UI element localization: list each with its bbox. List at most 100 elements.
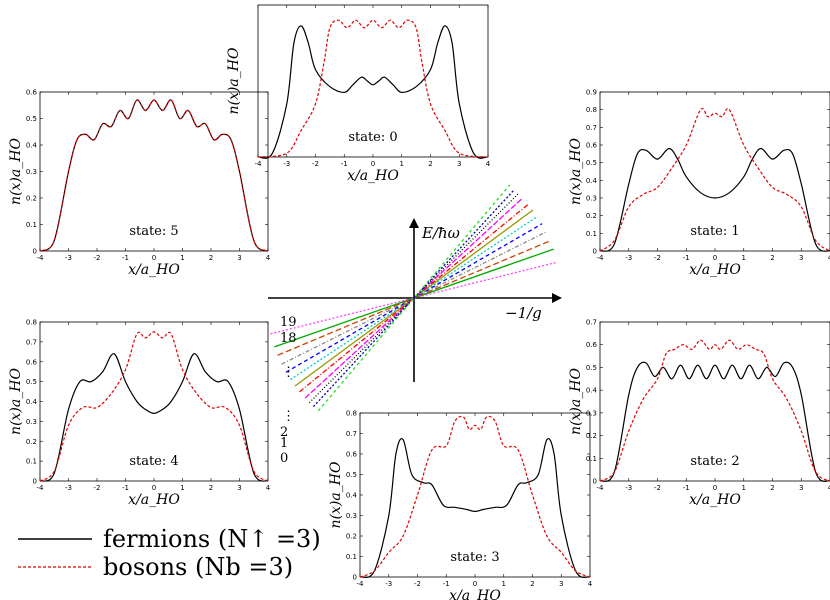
x-tick-label: 4 — [266, 254, 271, 262]
x-tick-label: 1 — [502, 580, 506, 588]
x-tick-label: 2 — [770, 254, 774, 262]
state-label: state: 3 — [450, 550, 499, 565]
y-axis-label: n(x)a_HO — [226, 47, 242, 114]
y-tick-label: 0.6 — [26, 89, 38, 97]
x-tick-label: 0 — [371, 160, 375, 168]
y-tick-label: 0.8 — [26, 319, 37, 327]
x-tick-label: 4 — [828, 484, 830, 492]
y-axis-label: n(x)a_HO — [328, 461, 344, 528]
x-tick-label: -4 — [357, 580, 365, 588]
y-tick-label: 0 — [33, 478, 37, 486]
fermions-curve — [599, 147, 830, 252]
y-tick-label: 0.4 — [586, 177, 598, 185]
x-tick-label: 3 — [237, 254, 241, 262]
y-tick-label: 0.1 — [586, 455, 597, 463]
x-tick-label: 1 — [742, 484, 746, 492]
legend-bosons-label: bosons (Nb =3) — [103, 553, 293, 581]
x-tick-label: -3 — [385, 580, 392, 588]
y-tick-label: 0.5 — [586, 159, 597, 167]
level-label-18: 18 — [280, 331, 297, 346]
panel-state-4: -4 -3 -2 -1 0 1 2 3 4 0 0.1 0.2 0.3 0.4 0.5 0.6 0.7 0.8 st… — [8, 319, 271, 509]
fermions-curve — [39, 353, 269, 482]
y-tick-label: 0.5 — [26, 378, 37, 386]
x-tick-label: 0 — [713, 484, 717, 492]
y-tick-label: 0.1 — [586, 230, 597, 238]
x-tick-label: 0 — [152, 254, 156, 262]
x-tick-label: 2 — [770, 484, 774, 492]
legend: fermions (N↑ =3) bosons (Nb =3) — [18, 525, 321, 581]
y-tick-label: 0.7 — [586, 319, 597, 327]
x-tick-label: -4 — [37, 254, 45, 262]
y-tick-label: 0.3 — [586, 195, 597, 203]
state-label: state: 1 — [690, 224, 739, 239]
x-axis-label: x/a_HO — [689, 492, 741, 508]
y-tick-label: 0.2 — [586, 432, 597, 440]
x-tick-label: -3 — [65, 484, 72, 492]
x-tick-label: 0 — [473, 580, 477, 588]
y-tick-label: 0.6 — [586, 142, 598, 150]
y-tick-label: 0.4 — [26, 142, 38, 150]
y-tick-label: 0.3 — [26, 418, 37, 426]
panel-state-2: -4 -3 -2 -1 0 1 2 3 4 0 0.1 0.2 0.3 0.4 0.5 0.6 0.7 state… — [568, 319, 830, 508]
x-tick-label: 3 — [799, 254, 803, 262]
x-tick-label: 4 — [266, 484, 271, 492]
panel-state-1: -4 -3 -2 -1 0 1 2 3 4 0 0.1 0.2 0.3 0.4 0.5 0.6 0.7 0.8 0.… — [568, 89, 830, 278]
x-axis-label: x/a_HO — [689, 262, 741, 278]
y-tick-label: 0 — [33, 248, 37, 256]
y-tick-label: 0.6 — [346, 451, 358, 459]
state-label: state: 2 — [690, 454, 739, 469]
y-axis-label: n(x)a_HO — [8, 368, 24, 435]
x-tick-label: 1 — [400, 160, 404, 168]
fermions-curve — [599, 361, 830, 482]
y-tick-label: 0.5 — [586, 364, 597, 372]
y-tick-label: 0.2 — [346, 533, 357, 541]
x-tick-label: 0 — [713, 254, 717, 262]
x-tick-label: -1 — [683, 254, 690, 262]
center-y-arrow-icon — [409, 218, 419, 228]
y-tick-label: 0.3 — [586, 409, 597, 417]
center-y-label: E/ħω — [421, 224, 460, 242]
x-tick-label: -2 — [312, 160, 319, 168]
x-tick-label: -1 — [443, 580, 450, 588]
state-label: state: 4 — [129, 454, 178, 469]
x-tick-label: 3 — [559, 580, 563, 588]
x-tick-label: -4 — [597, 484, 605, 492]
x-tick-label: -1 — [683, 484, 690, 492]
x-tick-label: 0 — [152, 484, 156, 492]
y-tick-label: 0 — [593, 248, 597, 256]
x-tick-label: 4 — [486, 160, 491, 168]
bosons-curve — [599, 108, 830, 252]
y-tick-label: 0.9 — [586, 89, 597, 97]
y-tick-label: 0.6 — [586, 341, 598, 349]
y-axis-label: n(x)a_HO — [568, 368, 584, 435]
y-tick-label: 0.4 — [26, 398, 38, 406]
x-tick-label: -4 — [597, 254, 605, 262]
y-tick-label: 0.7 — [26, 338, 37, 346]
y-tick-label: 0.7 — [346, 430, 357, 438]
x-tick-label: 4 — [588, 580, 593, 588]
center-diagram: E/ħω −1/g 19 18 ⋮ ⋮ 2 1 0 — [268, 184, 562, 466]
x-tick-label: -2 — [414, 580, 421, 588]
level-label-vdots-2: ⋮ — [282, 409, 295, 424]
panel-state-5: -4 -3 -2 -1 0 1 2 3 4 0 0.1 0.2 0.3 0.4 0.5 0.6 state: 5… — [8, 89, 271, 279]
panel-state-3: -4 -3 -2 -1 0 1 2 3 4 0 0.1 0.2 0.3 0.4 0.5 0.6 0.7 0.8 st… — [328, 410, 593, 600]
x-tick-label: -1 — [341, 160, 348, 168]
level-label-2: 2 — [280, 425, 288, 440]
x-tick-label: 2 — [209, 484, 213, 492]
y-axis-label: n(x)a_HO — [8, 138, 24, 205]
x-tick-label: -4 — [255, 160, 263, 168]
x-tick-label: -2 — [94, 254, 101, 262]
center-x-arrow-icon — [552, 293, 562, 303]
panel-state-0: -4 -3 -2 -1 0 1 2 3 4 state: 0 x/a_HO n(x)a_HO — [226, 4, 491, 184]
x-tick-label: 1 — [180, 254, 184, 262]
y-tick-label: 0.1 — [346, 553, 357, 561]
x-axis-label: x/a_HO — [128, 262, 180, 278]
x-axis-label: x/a_HO — [347, 168, 399, 184]
x-tick-label: 3 — [237, 484, 241, 492]
y-tick-label: 0.1 — [26, 458, 37, 466]
x-tick-label: -3 — [625, 254, 632, 262]
x-tick-label: -4 — [37, 484, 45, 492]
x-tick-label: -1 — [122, 484, 129, 492]
x-tick-label: -3 — [65, 254, 72, 262]
